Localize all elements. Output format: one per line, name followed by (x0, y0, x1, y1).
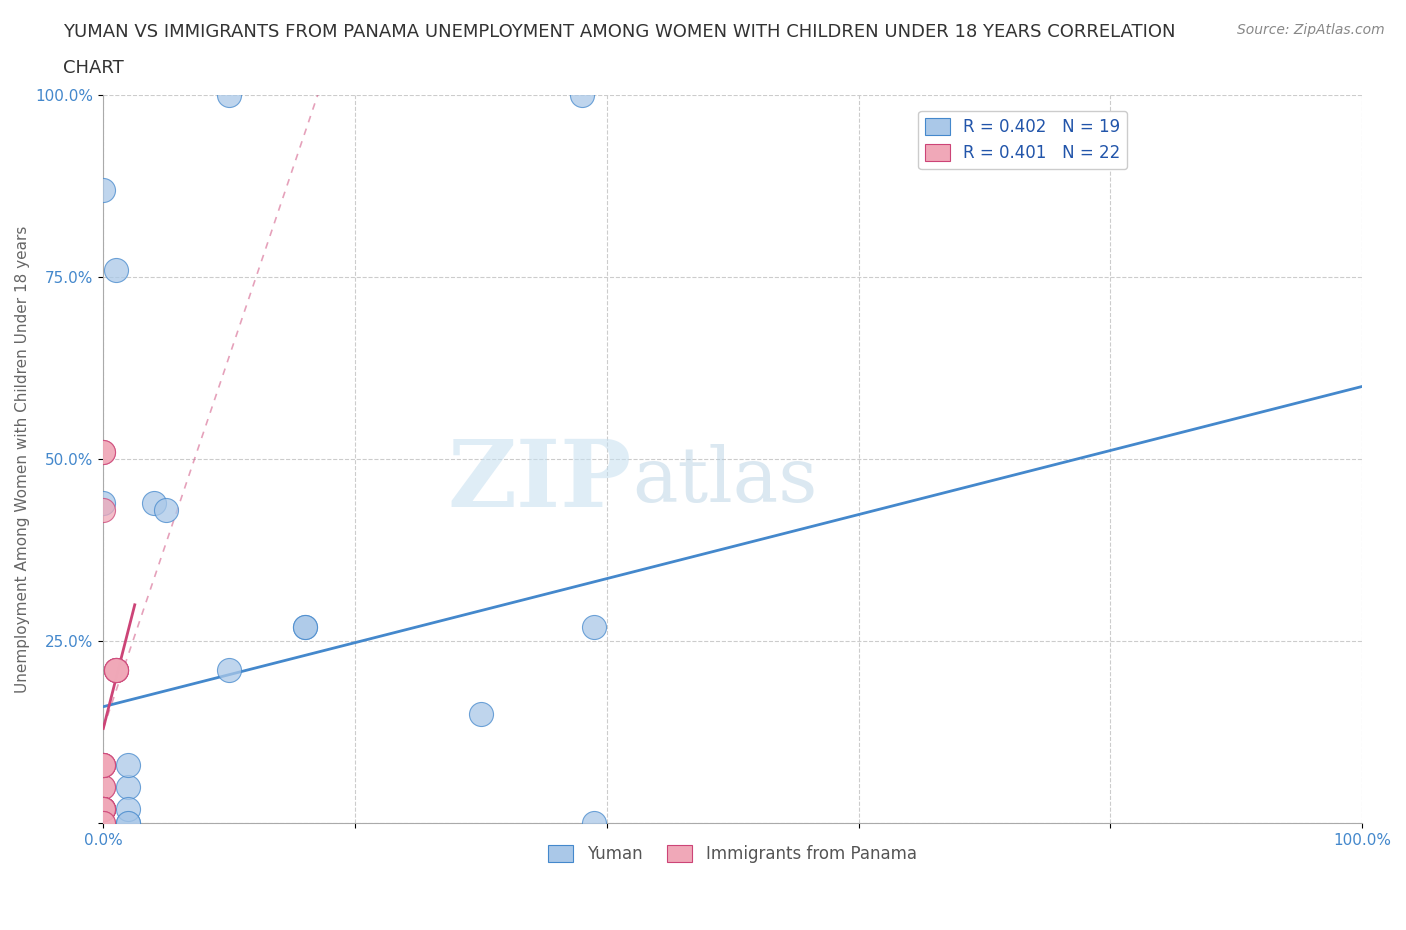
Point (91, 757, 114, 772)
Point (117, 757, 139, 772)
Point (104, 663, 127, 678)
Point (91, 801, 114, 816)
Point (91, 445, 114, 459)
Point (117, 779, 139, 794)
Point (91, 801, 114, 816)
Point (571, 88, 593, 103)
Point (91, 816, 114, 830)
Point (155, 503, 177, 518)
Point (91, 816, 114, 830)
Point (91, 801, 114, 816)
Point (470, 707, 492, 722)
Point (218, 88, 240, 103)
Point (91, 801, 114, 816)
Y-axis label: Unemployment Among Women with Children Under 18 years: Unemployment Among Women with Children U… (15, 226, 30, 693)
Point (104, 663, 127, 678)
Point (91, 801, 114, 816)
Point (117, 816, 139, 830)
Point (142, 496, 165, 511)
Text: atlas: atlas (631, 445, 817, 518)
Point (294, 619, 316, 634)
Point (91, 779, 114, 794)
Point (91, 182, 114, 197)
Point (104, 663, 127, 678)
Point (91, 496, 114, 511)
Point (91, 779, 114, 794)
Point (91, 757, 114, 772)
Text: YUMAN VS IMMIGRANTS FROM PANAMA UNEMPLOYMENT AMONG WOMEN WITH CHILDREN UNDER 18 : YUMAN VS IMMIGRANTS FROM PANAMA UNEMPLOY… (63, 23, 1175, 41)
Point (294, 619, 316, 634)
Point (91, 801, 114, 816)
Legend: Yuman, Immigrants from Panama: Yuman, Immigrants from Panama (541, 838, 924, 870)
Point (104, 262, 127, 277)
Point (117, 816, 139, 830)
Text: ZIP: ZIP (447, 436, 631, 526)
Point (91, 503, 114, 518)
Text: Source: ZipAtlas.com: Source: ZipAtlas.com (1237, 23, 1385, 37)
Point (583, 816, 606, 830)
Point (104, 663, 127, 678)
Text: CHART: CHART (63, 59, 124, 76)
Point (218, 663, 240, 678)
Point (91, 757, 114, 772)
Point (91, 801, 114, 816)
Point (91, 445, 114, 459)
Point (583, 619, 606, 634)
Point (91, 757, 114, 772)
Point (117, 801, 139, 816)
Point (91, 801, 114, 816)
